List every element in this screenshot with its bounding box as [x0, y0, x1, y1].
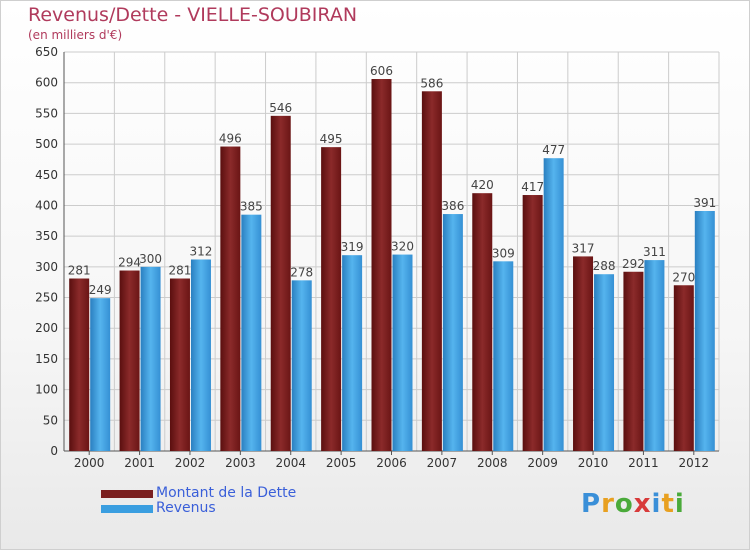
- bar-revenus: [140, 266, 161, 451]
- x-tick-label: 2007: [427, 456, 458, 470]
- y-tick-label: 350: [35, 229, 58, 243]
- bar-dette: [321, 147, 342, 451]
- logo-letter: r: [601, 489, 615, 519]
- data-label: 496: [219, 132, 242, 146]
- y-tick-label: 150: [35, 352, 58, 366]
- bar-revenus: [342, 255, 363, 451]
- data-label: 309: [492, 246, 515, 260]
- data-label: 292: [622, 257, 645, 271]
- data-label: 319: [341, 240, 364, 254]
- y-tick-label: 300: [35, 260, 58, 274]
- bar-revenus: [291, 280, 312, 451]
- data-label: 385: [240, 200, 263, 214]
- bar-revenus: [241, 214, 262, 451]
- y-tick-label: 600: [35, 76, 58, 90]
- bar-revenus: [442, 214, 463, 451]
- bar-dette: [623, 271, 644, 451]
- y-tick-label: 0: [50, 444, 58, 458]
- x-tick-label: 2004: [275, 456, 306, 470]
- legend-swatch-revenus: [101, 505, 153, 513]
- x-tick-label: 2000: [74, 456, 105, 470]
- bar-revenus: [190, 259, 211, 451]
- data-label: 477: [542, 143, 565, 157]
- data-label: 312: [190, 244, 213, 258]
- y-tick-label: 500: [35, 137, 58, 151]
- bar-dette: [69, 278, 90, 451]
- bar-dette: [522, 195, 543, 451]
- x-tick-label: 2010: [578, 456, 609, 470]
- y-tick-label: 650: [35, 45, 58, 59]
- y-tick-label: 200: [35, 321, 58, 335]
- y-tick-label: 400: [35, 198, 58, 212]
- x-tick-label: 2005: [326, 456, 357, 470]
- y-tick-label: 100: [35, 383, 58, 397]
- y-tick-label: 450: [35, 168, 58, 182]
- data-label: 420: [471, 178, 494, 192]
- data-label: 300: [139, 252, 162, 266]
- x-tick-label: 2003: [225, 456, 256, 470]
- data-label: 320: [391, 240, 414, 254]
- data-label: 546: [269, 101, 292, 115]
- data-label: 281: [68, 264, 91, 278]
- legend-swatch-dette: [101, 490, 153, 498]
- logo-letter: o: [614, 489, 634, 519]
- data-label: 278: [290, 265, 313, 279]
- bar-revenus: [694, 210, 715, 451]
- data-label: 606: [370, 64, 393, 78]
- bar-dette: [119, 270, 140, 451]
- bar-revenus: [543, 158, 564, 452]
- bar-dette: [270, 115, 291, 451]
- x-tick-label: 2001: [124, 456, 155, 470]
- logo-letter: t: [661, 489, 675, 519]
- data-label: 317: [572, 241, 595, 255]
- bars-layer: [69, 79, 715, 452]
- chart-title: Revenus/Dette - VIELLE-SOUBIRAN: [28, 4, 358, 26]
- bar-revenus: [493, 261, 514, 451]
- data-label: 386: [441, 199, 464, 213]
- bar-revenus: [594, 274, 615, 451]
- data-label: 311: [643, 245, 666, 259]
- data-label: 288: [593, 259, 616, 273]
- bar-revenus: [392, 254, 413, 451]
- data-label: 281: [169, 264, 192, 278]
- data-label: 249: [89, 283, 112, 297]
- data-label: 294: [118, 256, 141, 270]
- bar-revenus: [90, 298, 111, 451]
- legend-label-dette: Montant de la Dette: [156, 485, 297, 501]
- bar-dette: [371, 79, 392, 452]
- bar-dette: [472, 193, 493, 451]
- bar-dette: [220, 146, 241, 452]
- chart-subtitle: (en milliers d'€): [28, 28, 123, 42]
- data-label: 495: [320, 132, 343, 146]
- logo-letter: x: [633, 489, 652, 519]
- x-tick-label: 2006: [376, 456, 407, 470]
- x-tick-label: 2011: [628, 456, 659, 470]
- labels-layer: 0 50 100 150 200 250 300 350 400 450 500 550 600 650 2…: [35, 45, 716, 470]
- bar-dette: [169, 278, 190, 451]
- y-tick-label: 550: [35, 106, 58, 120]
- bar-dette: [573, 256, 594, 451]
- data-label: 417: [521, 180, 544, 194]
- bar-dette: [673, 285, 694, 451]
- bar-dette: [421, 91, 442, 451]
- x-tick-label: 2012: [679, 456, 710, 470]
- y-tick-label: 250: [35, 291, 58, 305]
- data-label: 391: [693, 196, 716, 210]
- logo-letter: P: [581, 489, 602, 519]
- y-tick-label: 50: [43, 413, 58, 427]
- x-tick-label: 2008: [477, 456, 508, 470]
- x-tick-label: 2009: [527, 456, 558, 470]
- legend-label-revenus: Revenus: [156, 500, 216, 516]
- logo-letter: i: [674, 489, 685, 519]
- data-label: 270: [672, 270, 695, 284]
- logo-letter: i: [651, 489, 662, 519]
- data-label: 586: [420, 76, 443, 90]
- bar-revenus: [644, 260, 665, 451]
- x-tick-label: 2002: [175, 456, 206, 470]
- proxiti-logo: Proxiti: [581, 489, 685, 519]
